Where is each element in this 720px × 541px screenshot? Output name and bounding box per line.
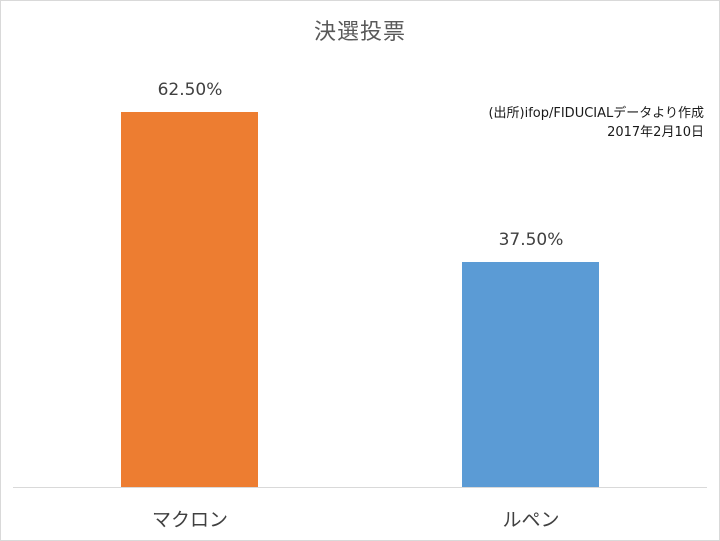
chart-title: 決選投票 [313, 20, 406, 45]
date-line: 2017年2月10日 [607, 125, 704, 140]
plot-area [13, 60, 707, 487]
source-annotation: (出所)ifop/FIDUCIALデータより作成 2017年2月10日 [488, 104, 704, 142]
value-label-macron: 62.50% [157, 80, 223, 100]
value-label-le-pen: 37.50% [498, 230, 564, 250]
category-label-le-pen: ルペン [502, 509, 560, 531]
category-label-macron: マクロン [151, 509, 228, 531]
bar-le-pen [462, 262, 599, 487]
x-axis-line [13, 487, 707, 488]
source-line: (出所)ifop/FIDUCIALデータより作成 [488, 106, 704, 121]
bar-macron [121, 112, 258, 487]
